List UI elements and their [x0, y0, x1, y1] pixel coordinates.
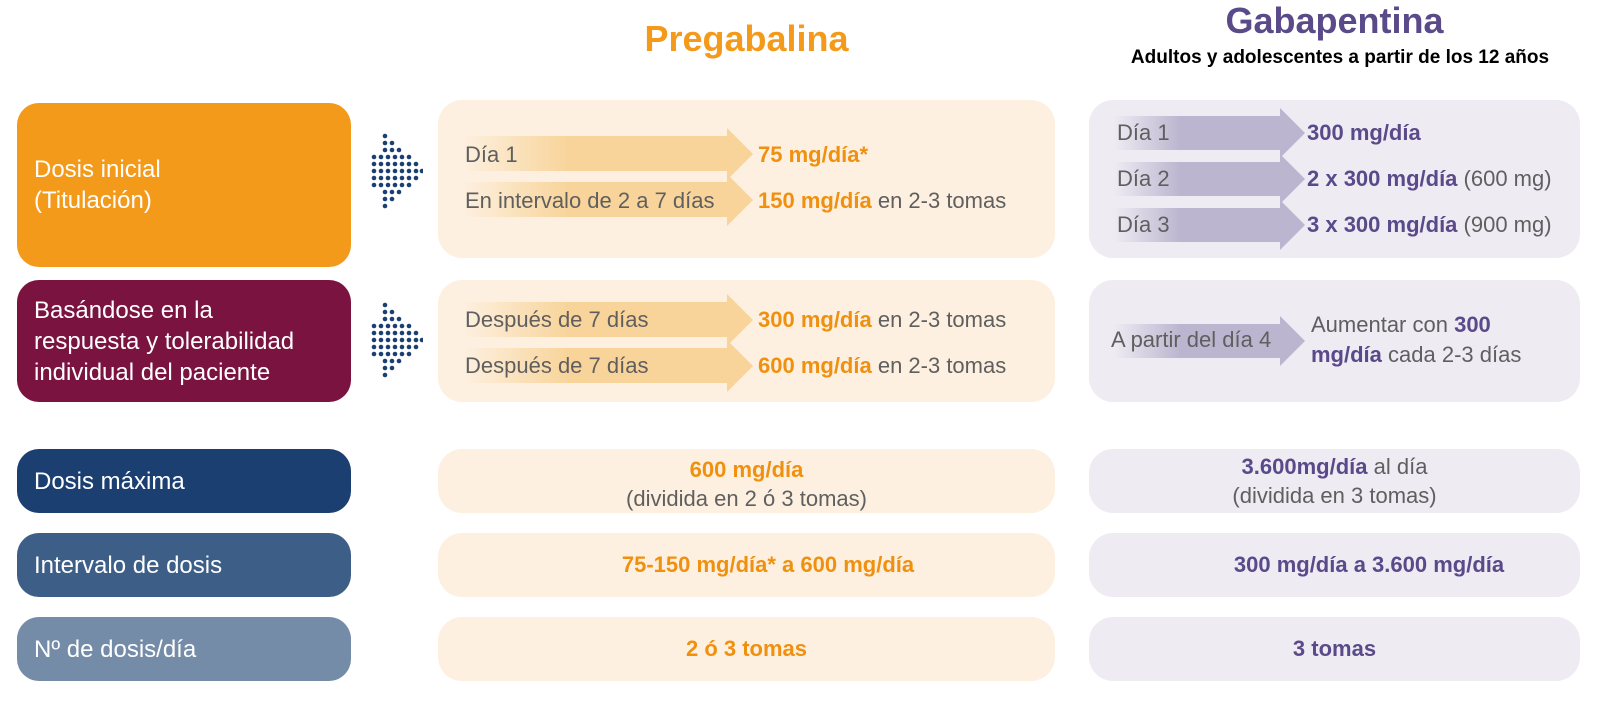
pregabalina-intervalo-panel: 75-150 mg/día* a 600 mg/día [438, 533, 1055, 597]
pregabalina-respuesta-panel: Después de 7 días 300 mg/día en 2-3 toma… [438, 280, 1055, 402]
row-label-intervalo-dosis: Intervalo de dosis [17, 533, 351, 597]
pregabalina-n-dosis-panel: 2 ó 3 tomas [438, 617, 1055, 681]
step-label: Después de 7 días [465, 353, 649, 378]
dose-note: (dividida en 2 ó 3 tomas) [626, 486, 867, 511]
gabapentina-dosis-inicial-panel: Día 1 300 mg/día Día 2 2 x 300 mg/día (6… [1089, 100, 1580, 258]
step-value: 2 x 300 mg/día (600 mg) [1307, 166, 1552, 191]
gabapentina-intervalo-panel: 300 mg/día a 3.600 mg/día [1089, 533, 1580, 597]
row-label-respuesta-tolerabilidad: Basándose en la respuesta y tolerabilida… [17, 280, 351, 402]
step-label: A partir del día 4 [1111, 327, 1272, 352]
step-label: Después de 7 días [465, 307, 649, 332]
gabapentina-respuesta-panel: A partir del día 4 Aumentar con 300 mg/d… [1089, 280, 1580, 402]
dose-value: 3.600mg/día al día (dividida en 3 tomas) [1089, 452, 1580, 510]
row-label-n-dosis-dia: Nº de dosis/día [17, 617, 351, 681]
step-value: 75 mg/día* [758, 142, 869, 167]
dose-value: 3 tomas [1292, 636, 1377, 661]
dose-note: (dividida en 3 tomas) [1232, 483, 1437, 508]
dose-value: 2 ó 3 tomas [685, 636, 808, 661]
dose-value: 300 mg/día a 3.600 mg/día [1233, 552, 1505, 577]
step-value: 300 mg/día en 2-3 tomas [758, 307, 1007, 332]
step-label: Día 1 [1117, 120, 1170, 145]
dose-value: 600 mg/día (dividida en 2 ó 3 tomas) [438, 455, 1055, 513]
step-label: Día 3 [1117, 212, 1170, 237]
dotted-right-arrow-icon [371, 133, 423, 209]
row-label-dosis-maxima: Dosis máxima [17, 449, 351, 513]
gabapentina-n-dosis-panel: 3 tomas [1089, 617, 1580, 681]
row-label-text: Dosis máxima [34, 467, 185, 495]
row-label-text: Intervalo de dosis [34, 551, 223, 579]
step-value: 150 mg/día en 2-3 tomas [758, 188, 1007, 213]
dose-value: 75-150 mg/día* a 600 mg/día [621, 552, 915, 577]
step-label: Día 1 [465, 142, 518, 167]
step-value: 300 mg/día [1307, 120, 1421, 145]
step-label: En intervalo de 2 a 7 días [465, 188, 715, 213]
row-label-text: Basándose en la respuesta y tolerabilida… [34, 296, 295, 386]
pregabalina-title: Pregabalina [644, 18, 849, 59]
gabapentina-subtitle: Adultos y adolescentes a partir de los 1… [1130, 47, 1550, 68]
row-label-text: Dosis inicial (Titulación) [34, 156, 161, 214]
step-value: 600 mg/día en 2-3 tomas [758, 353, 1007, 378]
gabapentina-title: Gabapentina [1225, 0, 1444, 41]
pregabalina-dosis-maxima-panel: 600 mg/día (dividida en 2 ó 3 tomas) [438, 449, 1055, 513]
step-label: Día 2 [1117, 166, 1170, 191]
row-label-text: Nº de dosis/día [34, 635, 197, 663]
dotted-right-arrow-icon [371, 302, 423, 378]
step-value: Aumentar con 300 mg/día cada 2-3 días [1311, 312, 1522, 367]
step-value: 3 x 300 mg/día (900 mg) [1307, 212, 1552, 237]
row-label-dosis-inicial: Dosis inicial (Titulación) [17, 103, 351, 267]
pregabalina-dosis-inicial-panel: Día 1 75 mg/día* En intervalo de 2 a 7 d… [438, 100, 1055, 258]
gabapentina-dosis-maxima-panel: 3.600mg/día al día (dividida en 3 tomas) [1089, 449, 1580, 513]
